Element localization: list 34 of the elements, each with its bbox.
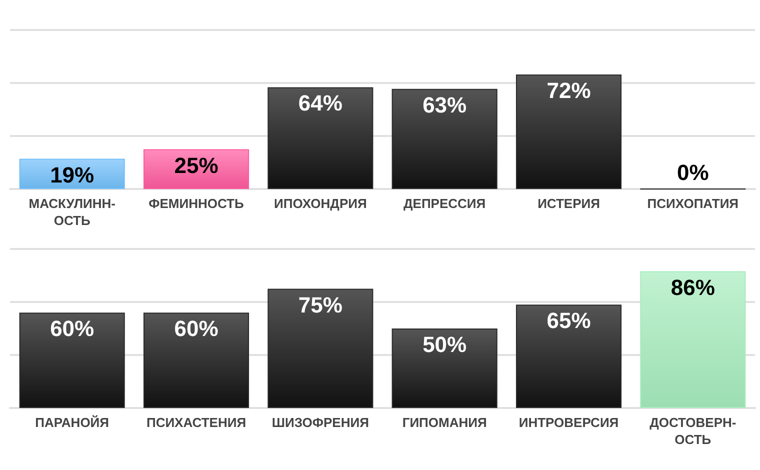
x-tick-label: ДЕПРЕССИЯ	[404, 196, 486, 211]
data-label: 75%	[298, 292, 342, 318]
data-label: 65%	[546, 308, 591, 334]
data-label: 0%	[677, 160, 709, 185]
x-tick-label: ФЕМИННОСТЬ	[148, 196, 244, 211]
x-tick-label: ШИЗОФРЕНИЯ	[272, 415, 369, 430]
x-tick-label: ПСИХОПАТИЯ	[647, 196, 739, 211]
bar	[516, 74, 622, 189]
x-tick-label: ПАРАНОЙЯ	[35, 415, 110, 430]
bar	[143, 312, 250, 408]
data-label: 72%	[546, 78, 591, 104]
x-tick-label: ПСИХАСТЕНИЯ	[146, 415, 246, 430]
x-tick-label: ГИПОМАНИЯ	[402, 415, 487, 430]
data-label: 25%	[174, 152, 218, 178]
bar	[19, 312, 125, 408]
bar	[392, 88, 498, 189]
bar	[268, 288, 374, 408]
bar	[516, 304, 622, 408]
data-label: 63%	[422, 92, 467, 118]
x-tick-label: ИНТРОВЕРСИЯ	[518, 415, 619, 430]
data-label: 60%	[50, 316, 94, 342]
bar	[268, 87, 374, 189]
data-label: 50%	[422, 332, 467, 357]
bar	[640, 271, 746, 408]
data-label: 19%	[50, 162, 94, 188]
x-tick-label: ДОСТОВЕРН- ОСТЬ	[650, 415, 736, 447]
x-tick-label: ИСТЕРИЯ	[538, 196, 600, 211]
bar	[143, 149, 250, 189]
x-tick-label: МАСКУЛИНН- ОСТЬ	[28, 196, 116, 228]
data-label: 86%	[670, 274, 715, 300]
data-label: 60%	[174, 316, 218, 342]
x-tick-label: ИПОХОНДРИЯ	[274, 196, 367, 211]
bar	[392, 328, 498, 408]
data-label: 64%	[298, 90, 342, 116]
